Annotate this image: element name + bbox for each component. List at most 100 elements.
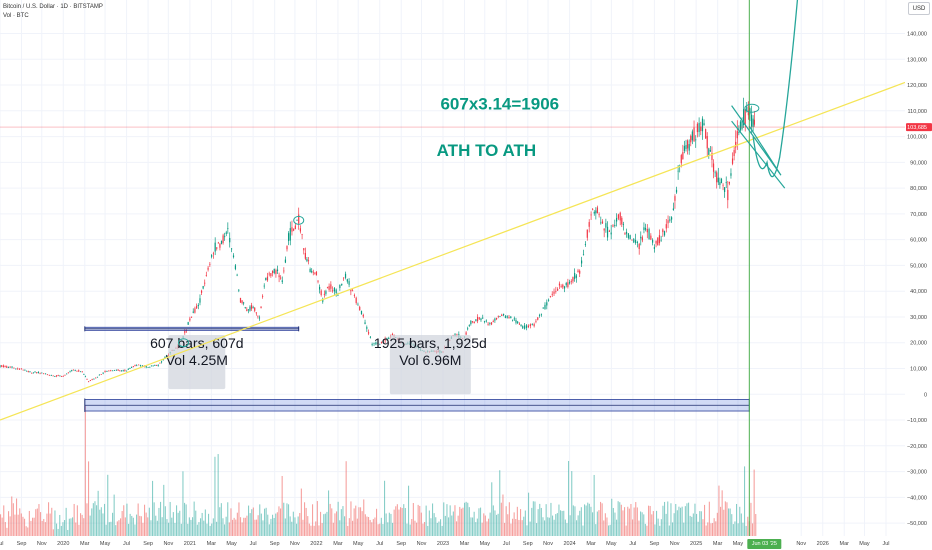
volume-bar [644,523,646,536]
candle-body [265,277,267,281]
candle-body [570,281,572,282]
volume-bar [694,503,696,536]
candle-body [698,123,700,133]
candle-body [531,324,533,325]
candle-body [93,378,95,380]
volume-bar [268,524,270,536]
candle-body [728,181,730,184]
candle-body [533,324,535,327]
candle-body [722,184,724,186]
candle-body [76,370,78,372]
volume-bar [307,516,309,536]
volume-bar [649,505,651,536]
volume-bar [251,509,253,536]
price-tick-label: −50,000 [907,521,927,527]
volume-bar [712,523,714,536]
volume-bar [14,514,16,536]
candle-body [79,371,82,373]
volume-bar [531,507,533,536]
currency-selector[interactable]: USD [908,2,930,15]
candle-body [565,282,567,286]
volume-bar [564,519,566,536]
volume-bar [710,523,712,536]
volume-bar [198,522,200,536]
current-price-label: 103,685 [907,125,927,131]
candle-body [362,314,364,317]
candle-body [518,323,520,325]
volume-bar [265,507,267,536]
volume-bar [136,514,138,536]
volume-bar [577,515,579,536]
candle-body [606,226,609,238]
candle-body [104,370,106,373]
volume-bar [702,519,704,536]
volume-bar [81,514,83,536]
volume-bar [382,524,384,536]
volume-bar [232,519,234,536]
candle-body [624,233,626,235]
volume-bar [206,523,208,536]
volume-bar [435,517,437,536]
volume-bar [168,522,170,536]
range-stats-bars: 1925 bars, 1,925d [374,335,487,351]
volume-bar [600,501,602,536]
volume-bar [348,518,350,536]
candle-body [83,373,85,375]
volume-bar [249,513,251,536]
candle-body [136,365,138,367]
volume-bar [632,519,634,536]
candle-body [1,365,3,367]
time-tick-label: 2025 [690,541,702,547]
candle-body [11,366,13,368]
volume-bar [416,522,418,536]
candle-body [513,318,515,320]
candle-body [608,230,610,232]
price-tick-label: −20,000 [907,444,927,450]
volume-bar [316,501,318,536]
symbol-title[interactable]: Bitcoin / U.S. Dollar · 1D · BITSTAMP [3,4,103,10]
volume-bar [352,520,354,536]
candle-body [100,374,102,375]
volume-bar [86,503,88,536]
time-tick-label: Nov [543,541,553,547]
volume-bar [64,520,66,536]
candle-body [641,237,643,241]
candle-body [720,178,723,184]
volume-bar [688,502,690,536]
volume-bar [417,504,419,536]
volume-bar [576,520,578,536]
volume-bar [480,507,482,536]
volume-bar [459,506,461,536]
volume-bar [648,505,650,536]
candle-body [280,277,282,279]
candle-body [84,376,87,378]
volume-bar [164,506,166,536]
volume-bar [171,517,173,536]
candle-body [147,367,149,368]
volume-bar [280,508,282,536]
candle-body [515,320,517,323]
volume-bar [176,505,178,536]
volume-bar [683,522,685,536]
candle-body [194,308,196,313]
volume-bar [579,510,581,536]
candle-body [266,276,269,281]
candle-body [712,163,715,172]
volume-bar [392,522,394,536]
candle-body [733,150,735,157]
candle-body [708,148,710,155]
volume-bar [38,504,40,536]
candle-body [95,377,97,379]
volume-bar [736,503,738,536]
volume-bar [523,516,525,536]
candle-body [337,295,339,296]
volume-bar [201,512,203,536]
candle-body [131,367,133,368]
candle-body [719,182,721,185]
candle-body [612,225,614,227]
volume-bar [699,511,701,536]
volume-bar [513,512,515,536]
candle-body [24,369,26,371]
